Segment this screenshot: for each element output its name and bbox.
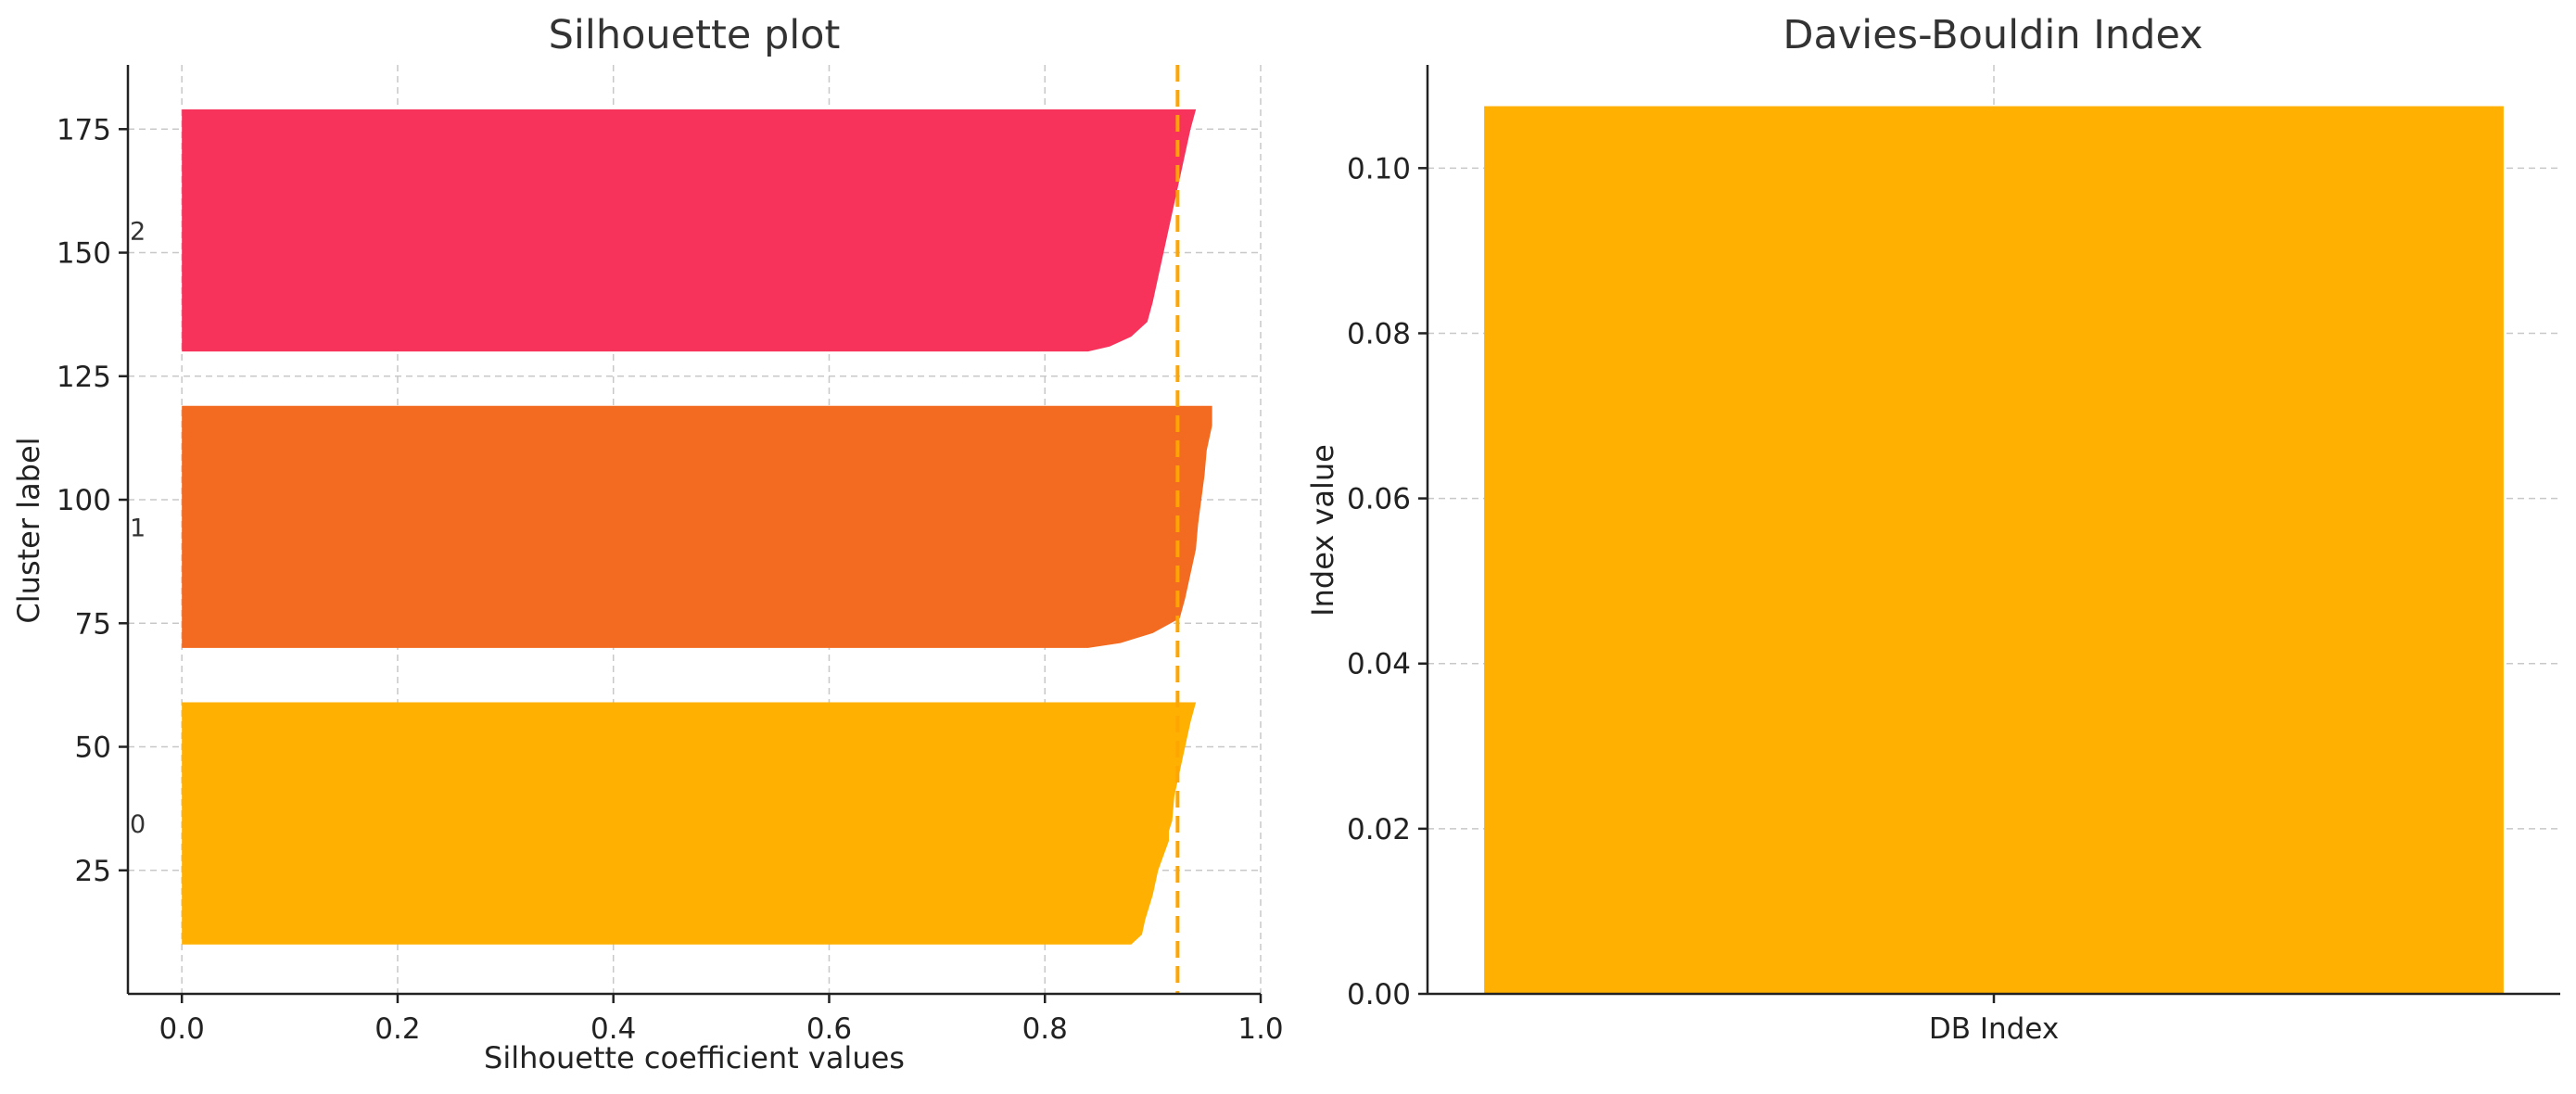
silhouette-y-tick-label: 50 [75,731,111,765]
db-index-panel: Davies-Bouldin Index DB Index 0.000.020.… [1305,12,2560,1046]
db-index-x-tick-label: DB Index [1929,1012,2059,1046]
db-index-y-ticks: 0.00 0.02 0.04 0.06 0.08 0.10 [1347,152,1428,1011]
cluster-2-label: 2 [130,218,146,247]
cluster-2-silhouette [182,108,1197,352]
cluster-labels: 0 1 2 [130,218,146,840]
db-index-x-ticks: DB Index [1929,994,2059,1046]
silhouette-y-axis-label: Cluster label [11,437,46,623]
cluster-1-silhouette [182,405,1212,648]
silhouette-x-tick-label: 0.6 [806,1012,852,1046]
silhouette-y-tick-label: 125 [57,361,111,394]
db-index-y-tick-label: 0.06 [1347,483,1411,516]
silhouette-y-tick-label: 150 [57,237,111,271]
silhouette-y-tick-label: 25 [75,855,111,888]
db-index-y-tick-label: 0.00 [1347,978,1411,1011]
silhouette-x-tick-label: 0.8 [1022,1012,1068,1046]
silhouette-panel: Silhouette plot 0 1 2 0.0 0.2 0.4 0.6 0.8 1.0 2… [11,12,1284,1075]
silhouette-x-tick-label: 1.0 [1237,1012,1283,1046]
db-index-y-tick-label: 0.04 [1347,648,1411,681]
cluster-0-silhouette [182,702,1197,945]
silhouette-x-tick-label: 0.0 [159,1012,205,1046]
silhouette-x-ticks: 0.0 0.2 0.4 0.6 0.8 1.0 [159,994,1284,1046]
silhouette-y-tick-label: 100 [57,484,111,517]
silhouette-clusters [182,108,1212,945]
silhouette-x-tick-label: 0.2 [374,1012,420,1046]
db-index-y-tick-label: 0.10 [1347,152,1411,185]
silhouette-x-tick-label: 0.4 [590,1012,636,1046]
silhouette-plot-title: Silhouette plot [549,12,841,58]
silhouette-y-tick-label: 175 [57,113,111,146]
db-index-bar [1484,106,2504,995]
cluster-0-label: 0 [130,810,146,839]
db-index-bars [1484,106,2504,995]
db-index-y-tick-label: 0.08 [1347,317,1411,350]
db-index-y-tick-label: 0.02 [1347,813,1411,846]
db-index-title: Davies-Bouldin Index [1783,12,2202,58]
cluster-1-label: 1 [130,514,146,542]
silhouette-y-tick-label: 75 [75,607,111,641]
db-index-y-axis-label: Index value [1305,444,1340,617]
silhouette-x-axis-label: Silhouette coefficient values [484,1040,905,1075]
silhouette-y-ticks: 25 50 75 100 125 150 175 [57,113,128,888]
